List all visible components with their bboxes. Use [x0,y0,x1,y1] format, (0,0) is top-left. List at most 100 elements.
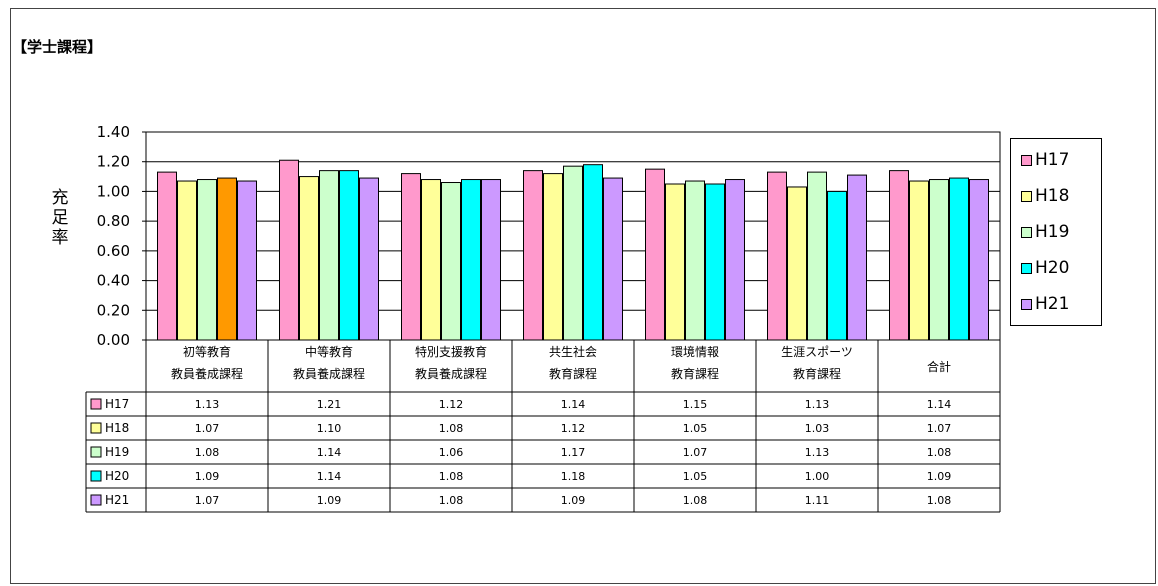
bar-h19-5 [807,171,827,341]
bar-h21-1 [359,177,379,341]
data-label-h18: 1.07 [927,422,952,435]
y-axis-label: 充足率 [50,188,70,248]
data-label-h21: 1.08 [439,494,464,507]
bar-h18-0 [177,180,197,341]
data-label-h21: 1.08 [683,494,708,507]
bar-h20-0 [217,177,237,341]
bar-h20-5 [827,190,847,341]
bar-h20-1 [339,170,359,341]
legend-label: H17 [1035,150,1070,170]
bar-h21-0 [237,180,257,341]
y-axis-label-char: 足 [51,208,69,228]
row-label-h19: H19 [105,445,129,459]
y-tick-label: 0.40 [97,272,130,290]
data-label-h20: 1.18 [561,470,586,483]
category-label: 教員養成課程 [293,366,365,381]
category-label: 教員養成課程 [171,366,243,381]
bar-h18-1 [299,176,319,341]
data-label-h17: 1.14 [561,398,586,411]
y-tick-label: 0.20 [97,301,130,319]
bar-h17-2 [401,173,421,341]
data-label-h19: 1.14 [317,446,342,459]
legend-label: H19 [1035,222,1070,242]
legend-label: H18 [1035,186,1070,206]
category-label: 合計 [927,359,951,374]
bar-h17-1 [279,159,299,341]
y-tick-label: 1.40 [97,123,130,141]
bar-h18-4 [665,183,685,341]
data-label-h19: 1.13 [805,446,830,459]
data-label-h21: 1.09 [561,494,586,507]
page-title: 【学士課程】 [12,38,103,56]
data-label-h20: 1.09 [195,470,220,483]
data-label-h19: 1.08 [195,446,220,459]
legend-swatch [1021,154,1032,166]
legend-label: H20 [1035,258,1070,278]
category-label: 生涯スポーツ [781,345,853,359]
data-label-h21: 1.11 [805,494,830,507]
data-label-h21: 1.09 [317,494,342,507]
legend-item-h18: H18 [1021,185,1069,207]
row-label-h18: H18 [105,421,129,435]
bar-h19-1 [319,170,339,341]
category-label: 初等教育 [183,344,231,359]
data-label-h19: 1.06 [439,446,464,459]
data-label-h18: 1.03 [805,422,830,435]
data-label-h20: 1.09 [927,470,952,483]
bar-h17-6 [889,170,909,341]
legend: H17 H18 H19 H20 H21 [1010,138,1102,326]
bar-h18-2 [421,179,441,341]
bar-h19-3 [563,165,583,341]
row-key-h19 [90,446,102,458]
legend-swatch [1021,226,1032,238]
data-label-h17: 1.13 [805,398,830,411]
data-label-h20: 1.14 [317,470,342,483]
data-label-h20: 1.08 [439,470,464,483]
legend-item-h20: H20 [1021,257,1069,279]
data-label-h20: 1.05 [683,470,708,483]
legend-item-h19: H19 [1021,221,1069,243]
category-label: 共生社会 [549,344,597,359]
row-key-h21 [90,494,102,506]
y-tick-label: 0.80 [97,212,130,230]
row-key-h20 [90,470,102,482]
legend-swatch [1021,262,1032,274]
data-label-h17: 1.12 [439,398,464,411]
bar-h17-5 [767,171,787,341]
bar-h17-4 [645,168,665,341]
data-label-h19: 1.07 [683,446,708,459]
legend-item-h17: H17 [1021,149,1069,171]
category-label: 教員養成課程 [415,366,487,381]
data-label-h17: 1.21 [317,398,342,411]
bar-h21-6 [969,179,989,341]
data-label-h18: 1.10 [317,422,342,435]
legend-swatch [1021,190,1032,202]
row-key-h17 [90,398,102,410]
y-axis-label-char: 率 [51,228,69,248]
y-axis-label-char: 充 [51,188,69,208]
y-tick-label: 0.00 [97,331,130,349]
data-label-h19: 1.17 [561,446,586,459]
legend-swatch [1021,298,1032,310]
bar-h17-3 [523,170,543,341]
bar-h19-2 [441,182,461,341]
data-label-h18: 1.07 [195,422,220,435]
data-label-h18: 1.12 [561,422,586,435]
data-label-h18: 1.05 [683,422,708,435]
category-label: 特別支援教育 [415,344,487,359]
row-key-h18 [90,422,102,434]
bar-h18-5 [787,186,807,341]
data-label-h17: 1.13 [195,398,220,411]
category-label: 教育課程 [671,366,719,381]
bar-h21-3 [603,177,623,341]
y-tick-label: 0.60 [97,242,130,260]
bar-h19-6 [929,179,949,341]
data-label-h20: 1.00 [805,470,830,483]
row-label-h21: H21 [105,493,129,507]
bar-h21-5 [847,174,867,341]
bar-h17-0 [157,171,177,341]
bar-h18-3 [543,173,563,341]
bar-h21-4 [725,179,745,341]
row-label-h20: H20 [105,469,129,483]
